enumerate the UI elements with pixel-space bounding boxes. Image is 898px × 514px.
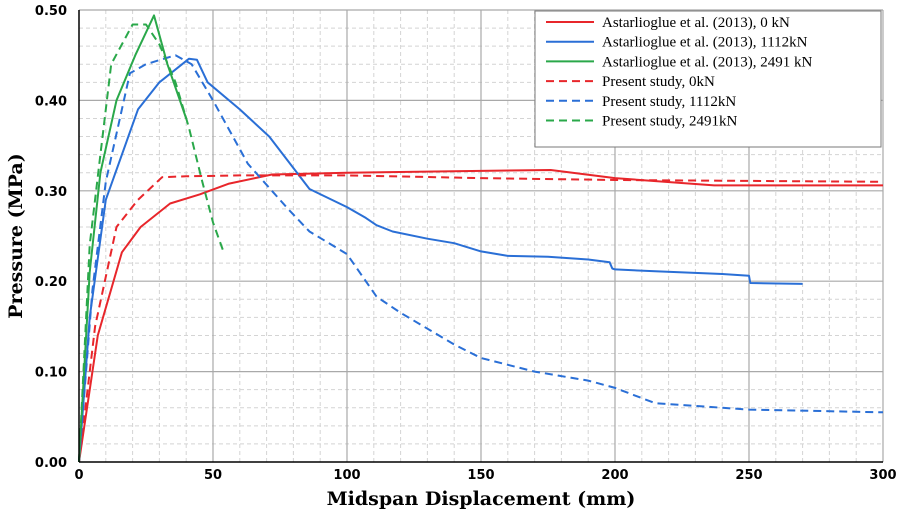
legend: Astarlioglue et al. (2013), 0 kN Astarlio… [534, 10, 882, 148]
axes [78, 10, 883, 463]
x-tick-label: 100 [333, 468, 360, 483]
legend-box [534, 10, 882, 148]
x-tick-label: 50 [204, 468, 222, 483]
series-line-1 [78, 169, 883, 463]
x-tick-label: 250 [735, 468, 762, 483]
series-line-6 [78, 23, 225, 463]
y-tick-label: 0.10 [35, 366, 67, 381]
legend-label-5: Present study, 1112kN [602, 94, 736, 110]
y-axis-title: Pressure (MPa) [5, 153, 27, 318]
x-tick-label: 200 [601, 468, 628, 483]
series-layer [78, 14, 884, 463]
legend-label-3: Astarlioglue et al. (2013), 2491 kN [602, 54, 813, 70]
x-tick-label: 300 [869, 468, 896, 483]
legend-label-4: Present study, 0kN [602, 74, 715, 90]
series-line-2 [78, 57, 803, 463]
y-tick-label: 0.20 [35, 275, 67, 290]
x-axis-title: Midspan Displacement (mm) [327, 488, 636, 510]
x-tick-label: 150 [467, 468, 494, 483]
series-line-5 [78, 54, 884, 463]
y-tick-label: 0.30 [35, 185, 67, 200]
x-tick-label: 0 [74, 468, 83, 483]
tick-labels: 0 50 100 150 200 250 300 0.00 0.10 0.20 0.30 0.40 0.… [35, 4, 897, 483]
legend-label-6: Present study, 2491kN [602, 114, 737, 130]
legend-label-2: Astarlioglue et al. (2013), 1112kN [602, 35, 808, 51]
legend-label-1: Astarlioglue et al. (2013), 0 kN [602, 15, 790, 31]
y-tick-label: 0.50 [35, 4, 67, 19]
y-tick-label: 0.00 [35, 456, 67, 471]
y-tick-label: 0.40 [35, 94, 67, 109]
series-line-4 [78, 174, 884, 463]
